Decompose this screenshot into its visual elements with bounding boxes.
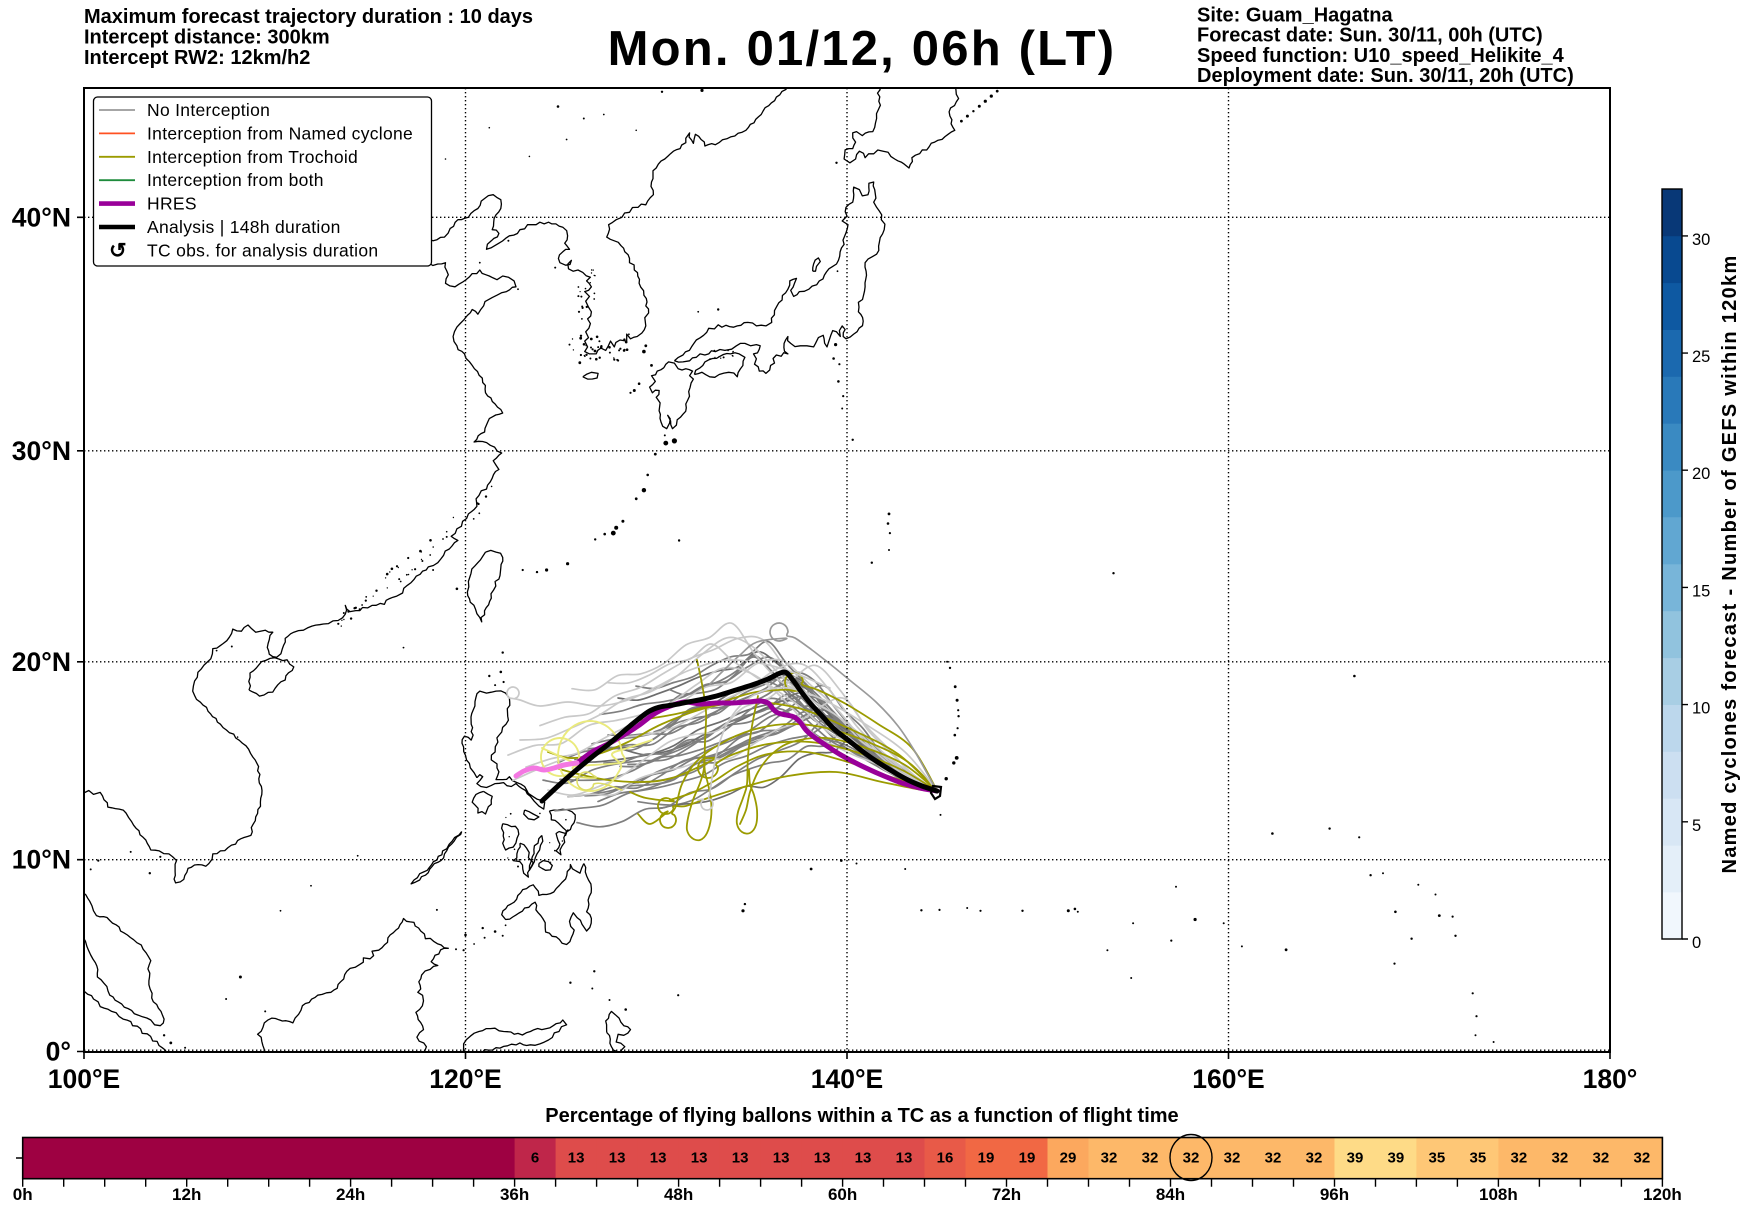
svg-text:↺: ↺	[109, 239, 127, 262]
svg-text:Interception from both: Interception from both	[147, 170, 324, 190]
svg-text:13: 13	[691, 1150, 708, 1167]
svg-text:96h: 96h	[1320, 1185, 1349, 1204]
svg-text:13: 13	[855, 1150, 872, 1167]
svg-text:13: 13	[650, 1150, 667, 1167]
svg-text:13: 13	[609, 1150, 626, 1167]
svg-text:12h: 12h	[172, 1185, 201, 1204]
svg-text:32: 32	[1101, 1150, 1118, 1167]
svg-text:Deployment date: Sun. 30/11, 2: Deployment date: Sun. 30/11, 20h (UTC)	[1197, 65, 1574, 87]
svg-text:72h: 72h	[992, 1185, 1021, 1204]
svg-text:32: 32	[1593, 1150, 1610, 1167]
svg-text:Maximum forecast trajectory du: Maximum forecast trajectory duration : 1…	[84, 6, 533, 28]
svg-text:15: 15	[1692, 582, 1710, 600]
svg-text:0°: 0°	[46, 1037, 71, 1067]
svg-text:No Interception: No Interception	[147, 100, 270, 120]
svg-text:32: 32	[1142, 1150, 1159, 1167]
svg-text:19: 19	[1019, 1150, 1036, 1167]
svg-text:Interception from Named cyclon: Interception from Named cyclone	[147, 123, 413, 143]
svg-text:120h: 120h	[1643, 1185, 1682, 1204]
svg-text:Named cyclones forecast - Numb: Named cyclones forecast - Number of GEFS…	[1719, 254, 1741, 873]
svg-text:32: 32	[1224, 1150, 1241, 1167]
svg-text:180°: 180°	[1583, 1064, 1638, 1094]
svg-text:TC obs. for analysis duration: TC obs. for analysis duration	[147, 240, 378, 260]
svg-text:0: 0	[1692, 934, 1701, 952]
svg-text:Mon. 01/12, 06h (LT): Mon. 01/12, 06h (LT)	[608, 22, 1117, 76]
svg-text:35: 35	[1470, 1150, 1487, 1167]
svg-text:32: 32	[1511, 1150, 1528, 1167]
svg-text:10°N: 10°N	[12, 845, 71, 875]
svg-text:108h: 108h	[1479, 1185, 1518, 1204]
svg-text:16: 16	[937, 1150, 954, 1167]
svg-text:84h: 84h	[1156, 1185, 1185, 1204]
svg-text:30: 30	[1692, 231, 1710, 249]
svg-text:32: 32	[1306, 1150, 1323, 1167]
svg-text:35: 35	[1429, 1150, 1446, 1167]
svg-text:48h: 48h	[664, 1185, 693, 1204]
svg-text:20: 20	[1692, 465, 1710, 483]
svg-text:13: 13	[896, 1150, 913, 1167]
svg-text:120°E: 120°E	[429, 1064, 502, 1094]
svg-text:36h: 36h	[500, 1185, 529, 1204]
svg-text:13: 13	[773, 1150, 790, 1167]
svg-text:Intercept RW2: 12km/h2: Intercept RW2: 12km/h2	[84, 47, 310, 69]
svg-text:Interception from Trochoid: Interception from Trochoid	[147, 147, 358, 167]
svg-text:13: 13	[814, 1150, 831, 1167]
svg-text:32: 32	[1183, 1150, 1200, 1167]
svg-text:32: 32	[1552, 1150, 1569, 1167]
svg-text:Intercept distance: 300km: Intercept distance: 300km	[84, 27, 330, 49]
svg-text:Site: Guam_Hagatna: Site: Guam_Hagatna	[1197, 5, 1393, 27]
svg-text:140°E: 140°E	[811, 1064, 884, 1094]
svg-text:Speed function: U10_speed_Heli: Speed function: U10_speed_Helikite_4	[1197, 45, 1565, 67]
svg-text:Forecast date: Sun. 30/11, 00h: Forecast date: Sun. 30/11, 00h (UTC)	[1197, 25, 1543, 47]
svg-text:24h: 24h	[336, 1185, 365, 1204]
svg-text:39: 39	[1347, 1150, 1364, 1167]
svg-text:Analysis | 148h duration: Analysis | 148h duration	[147, 217, 341, 237]
svg-text:5: 5	[1692, 817, 1701, 835]
svg-text:19: 19	[978, 1150, 995, 1167]
svg-text:60h: 60h	[828, 1185, 857, 1204]
svg-text:32: 32	[1634, 1150, 1651, 1167]
svg-text:HRES: HRES	[147, 194, 197, 214]
svg-text:160°E: 160°E	[1192, 1064, 1265, 1094]
svg-text:29: 29	[1060, 1150, 1077, 1167]
svg-text:30°N: 30°N	[12, 436, 71, 466]
svg-text:13: 13	[732, 1150, 749, 1167]
svg-text:20°N: 20°N	[12, 647, 71, 677]
svg-text:32: 32	[1265, 1150, 1282, 1167]
svg-text:6: 6	[531, 1150, 539, 1167]
svg-text:39: 39	[1388, 1150, 1405, 1167]
svg-text:13: 13	[568, 1150, 585, 1167]
svg-text:Percentage of flying ballons w: Percentage of flying ballons within a TC…	[545, 1105, 1178, 1127]
svg-text:25: 25	[1692, 348, 1710, 366]
svg-text:10: 10	[1692, 700, 1710, 718]
svg-text:0h: 0h	[13, 1185, 33, 1204]
svg-text:100°E: 100°E	[48, 1064, 121, 1094]
svg-text:40°N: 40°N	[12, 202, 71, 232]
